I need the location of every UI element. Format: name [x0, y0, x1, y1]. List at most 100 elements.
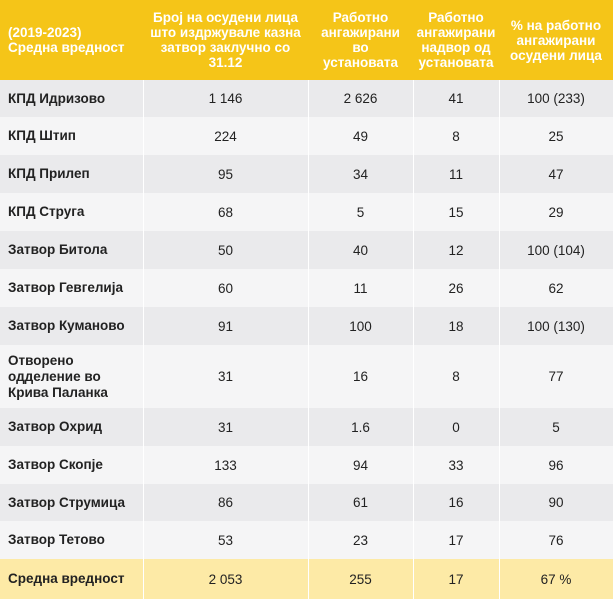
employed-inside-cell: 100: [308, 307, 413, 345]
table-row: Отворено одделение во Крива Паланка 31 16 8…: [0, 345, 613, 408]
table-row: Затвор Охрид 31 1.6 0 5: [0, 408, 613, 446]
column-separator: [308, 231, 309, 269]
column-separator: [143, 117, 144, 155]
header-employed-outside: Работно ангажирани надвор од установата: [416, 10, 496, 70]
employed-percent-cell: 90: [499, 484, 613, 521]
employed-inside-text: 255: [349, 571, 372, 587]
convicted-count-cell: 133: [143, 446, 308, 484]
table-row: Затвор Битола 50 40 12 100 (104): [0, 231, 613, 269]
column-separator: [499, 231, 500, 269]
column-separator: [499, 408, 500, 446]
row-name-text: КПД Штип: [8, 128, 76, 143]
table-row: Затвор Гевгелија 60 11 26 62: [0, 269, 613, 307]
column-separator: [413, 231, 414, 269]
column-separator: [413, 193, 414, 231]
employed-percent-text: 5: [552, 419, 560, 435]
employed-inside-cell: 49: [308, 117, 413, 155]
employed-percent-cell: 67 %: [499, 559, 613, 599]
employed-outside-text: 8: [452, 369, 460, 384]
column-separator: [413, 446, 414, 484]
employed-inside-text: 94: [352, 457, 369, 473]
column-separator: [499, 521, 500, 559]
column-separator: [143, 484, 144, 521]
employed-percent-cell: 5: [499, 408, 613, 446]
row-name-cell: Затвор Скопје: [0, 446, 143, 484]
table-header: (2019-2023) Средна вредност Број на осуд…: [0, 0, 613, 80]
table-row: Затвор Скопје 133 94 33 96: [0, 446, 613, 484]
employed-percent-cell: 100 (233): [499, 80, 613, 117]
column-separator: [143, 231, 144, 269]
table-row: Затвор Куманово 91 100 18 100 (130): [0, 307, 613, 345]
column-separator: [499, 117, 500, 155]
employed-outside-text: 16: [448, 495, 464, 510]
employed-inside-cell: 5: [308, 193, 413, 231]
row-name-text: Затвор Тетово: [8, 532, 105, 547]
table-total-row: Средна вредност 2 053 255 17 67 %: [0, 559, 613, 599]
convicted-count-cell: 68: [143, 193, 308, 231]
employed-percent-text: 47: [548, 166, 564, 182]
row-name-cell: Затвор Гевгелија: [0, 269, 143, 307]
header-period: (2019-2023) Средна вредност: [8, 25, 125, 55]
column-separator: [143, 307, 144, 345]
row-name-text: Затвор Гевгелија: [8, 280, 123, 295]
employed-outside-cell: 17: [413, 559, 499, 599]
employed-outside-cell: 8: [413, 345, 499, 408]
employed-outside-cell: 15: [413, 193, 499, 231]
column-separator: [143, 193, 144, 231]
employed-inside-text: 11: [353, 280, 368, 296]
column-separator: [499, 193, 500, 231]
employed-percent-text: 76: [548, 532, 564, 548]
row-name-text: Отворено одделение во Крива Паланка: [8, 352, 108, 400]
employed-outside-cell: 11: [413, 155, 499, 193]
table-row: Затвор Тетово 53 23 17 76: [0, 521, 613, 559]
column-separator: [499, 80, 500, 117]
employed-percent-text: 96: [548, 457, 564, 473]
column-separator: [143, 521, 144, 559]
employed-outside-text: 18: [448, 318, 464, 334]
convicted-count-text: 95: [217, 166, 234, 182]
table-row: КПД Струга 68 5 15 29: [0, 193, 613, 231]
column-separator: [308, 193, 309, 231]
row-name-cell: Затвор Струмица: [0, 484, 143, 521]
convicted-count-text: 91: [217, 318, 234, 334]
convicted-count-text: 53: [217, 532, 234, 548]
employed-inside-text: 2 626: [343, 91, 378, 106]
employed-percent-cell: 77: [499, 345, 613, 408]
convicted-count-cell: 2 053: [143, 559, 308, 599]
header-employed-inside: Работно ангажирани во установата: [321, 10, 400, 70]
employed-outside-text: 33: [448, 457, 464, 473]
column-separator: [143, 269, 144, 307]
convicted-count-cell: 50: [143, 231, 308, 269]
employed-percent-cell: 29: [499, 193, 613, 231]
row-name-cell: КПД Идризово: [0, 80, 143, 117]
column-separator: [499, 484, 500, 521]
employed-outside-text: 15: [448, 204, 464, 220]
row-name-cell: Затвор Куманово: [0, 307, 143, 345]
employed-percent-cell: 47: [499, 155, 613, 193]
employed-inside-cell: 16: [308, 345, 413, 408]
column-separator: [499, 559, 500, 599]
employed-outside-cell: 26: [413, 269, 499, 307]
employed-inside-cell: 23: [308, 521, 413, 559]
employed-inside-text: 40: [352, 242, 369, 258]
employed-outside-cell: 18: [413, 307, 499, 345]
row-name-text: Затвор Битола: [8, 242, 108, 257]
table-row: КПД Идризово 1 146 2 626 41 100 (233): [0, 80, 613, 117]
column-separator: [499, 446, 500, 484]
column-separator: [143, 80, 144, 117]
employed-outside-text: 12: [448, 242, 464, 258]
row-name-cell: КПД Штип: [0, 117, 143, 155]
employed-inside-cell: 61: [308, 484, 413, 521]
row-name-text: КПД Идризово: [8, 90, 106, 106]
row-name-text: Затвор Охрид: [8, 419, 103, 434]
employed-outside-cell: 8: [413, 117, 499, 155]
employed-percent-text: 100 (104): [527, 242, 585, 258]
column-separator: [308, 521, 309, 559]
employed-inside-text: 1.6: [351, 419, 370, 435]
employed-percent-cell: 62: [499, 269, 613, 307]
employed-outside-text: 17: [448, 532, 464, 548]
column-separator: [143, 446, 144, 484]
employed-outside-cell: 41: [413, 80, 499, 117]
row-name-text: Затвор Струмица: [8, 494, 125, 510]
column-separator: [413, 521, 414, 559]
